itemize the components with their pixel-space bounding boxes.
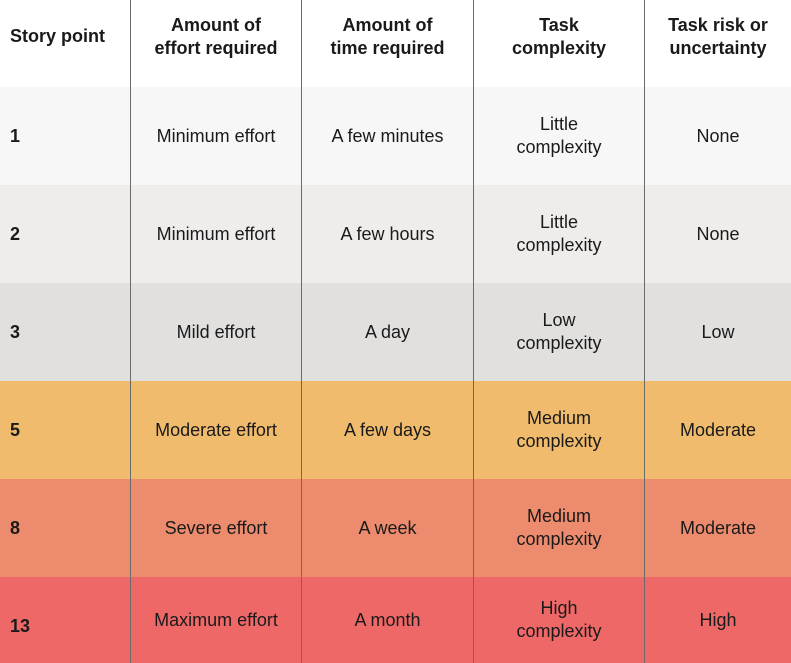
complexity-line-1: Little: [539, 114, 579, 134]
complexity-cell: Little complexity: [474, 87, 645, 185]
story-point-cell: 8: [0, 479, 131, 577]
risk-cell: Moderate: [679, 517, 757, 538]
risk-cell: Low: [701, 321, 735, 342]
header-time-label: Amount of time required: [330, 14, 444, 60]
time-cell: A month: [302, 577, 474, 663]
complexity-line-2: complexity: [516, 431, 602, 451]
complexity-line-1: Low: [542, 310, 576, 330]
complexity-line-1: Medium: [526, 408, 592, 428]
complexity-line-2: complexity: [516, 529, 602, 549]
table-row: 2 Minimum effort A few hours Little compl…: [0, 185, 791, 284]
header-time-line-1: Amount of: [342, 14, 433, 35]
time-cell: A few minutes: [302, 87, 474, 185]
header-risk: Task risk or uncertainty: [645, 0, 791, 87]
header-complexity-label: Task complexity: [512, 14, 606, 60]
risk-cell: None: [696, 125, 740, 146]
complexity-line-1: Medium: [526, 506, 592, 526]
story-point-cell: 13: [0, 577, 131, 663]
effort-cell: Mild effort: [131, 283, 302, 381]
header-story-point-label: Story point: [10, 26, 105, 46]
time-cell: A week: [302, 479, 474, 577]
effort-cell: Minimum effort: [131, 185, 302, 283]
story-point-cell: 5: [0, 381, 131, 479]
complexity-line-2: complexity: [516, 333, 602, 353]
story-point-cell: 3: [0, 283, 131, 381]
time-cell: A day: [302, 283, 474, 381]
complexity-line-1: Little: [539, 212, 579, 232]
time-cell: A few hours: [302, 185, 474, 283]
risk-cell: High: [699, 609, 737, 630]
table-row: 13 Maximum effort A month High complexity…: [0, 577, 791, 663]
effort-cell: Minimum effort: [131, 87, 302, 185]
table-header: Story point Amount of effort required Am…: [0, 0, 791, 89]
header-risk-label: Task risk or uncertainty: [668, 14, 768, 60]
complexity-cell: Low complexity: [474, 283, 645, 381]
header-risk-line-2: uncertainty: [669, 37, 767, 58]
header-complexity: Task complexity: [474, 0, 645, 87]
complexity-cell: Little complexity: [474, 185, 645, 283]
effort-cell: Severe effort: [131, 479, 302, 577]
table-row: 5 Moderate effort A few days Medium compl…: [0, 381, 791, 480]
header-effort-label: Amount of effort required: [154, 14, 277, 60]
header-time: Amount of time required: [302, 0, 474, 87]
header-effort-line-1: Amount of: [171, 14, 261, 35]
table-row: 3 Mild effort A day Low complexity Low: [0, 283, 791, 382]
table-row: 8 Severe effort A week Medium complexity …: [0, 479, 791, 578]
effort-cell: Maximum effort: [131, 577, 302, 663]
header-time-line-2: time required: [330, 37, 445, 58]
complexity-line-2: complexity: [516, 235, 602, 255]
table-row: 1 Minimum effort A few minutes Little com…: [0, 87, 791, 186]
complexity-line-2: complexity: [516, 621, 602, 641]
complexity-line-2: complexity: [516, 137, 602, 157]
complexity-cell: High complexity: [474, 577, 645, 663]
header-risk-line-1: Task risk or: [668, 14, 768, 35]
complexity-cell: Medium complexity: [474, 381, 645, 479]
time-cell: A few days: [302, 381, 474, 479]
header-complexity-line-1: Task: [539, 14, 579, 35]
complexity-line-1: High: [540, 598, 578, 618]
story-point-cell: 2: [0, 185, 131, 283]
effort-cell: Moderate effort: [131, 381, 302, 479]
header-effort: Amount of effort required: [131, 0, 302, 87]
header-story-point: Story point: [0, 0, 131, 87]
story-point-cell: 1: [0, 87, 131, 185]
complexity-cell: Medium complexity: [474, 479, 645, 577]
header-complexity-line-2: complexity: [511, 37, 607, 58]
risk-cell: Moderate: [679, 419, 757, 440]
header-effort-line-2: effort required: [154, 37, 278, 58]
risk-cell: None: [696, 223, 740, 244]
